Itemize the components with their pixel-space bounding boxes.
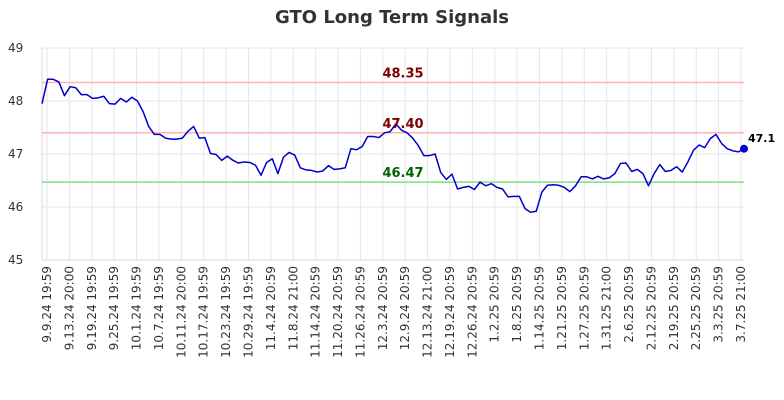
line-layer: [41, 78, 748, 214]
x-tick-label: 1.21.25 20:59: [555, 266, 569, 350]
x-tick-label: 11.20.24 20:59: [331, 266, 345, 358]
last-value-dot: [740, 144, 748, 153]
x-tick-label: 11.8.24 21:00: [286, 266, 300, 350]
x-tick-label: 2.19.25 20:59: [667, 266, 681, 350]
x-tick-label: 3.7.25 21:00: [734, 266, 748, 343]
x-tick-label: 10.7.24 19:59: [152, 266, 166, 350]
label-layer: 48.35 47.40 46.47 47.1: [382, 66, 775, 181]
grid-layer: [41, 47, 744, 261]
x-tick-label: 11.4.24 20:59: [264, 266, 278, 350]
x-tick-label: 2.12.25 20:59: [644, 266, 658, 350]
x-tick-label: 1.2.25 20:59: [488, 266, 502, 343]
y-tick-label: 49: [8, 41, 23, 55]
x-tick-label: 9.19.24 19:59: [85, 266, 99, 350]
chart-title: GTO Long Term Signals: [275, 7, 509, 28]
x-tick-label: 3.3.25 20:59: [712, 266, 726, 343]
x-tick-label: 10.11.24 20:00: [174, 266, 188, 358]
x-tick-label: 1.14.25 20:59: [533, 266, 547, 350]
level-layer: [42, 81, 744, 183]
signal-level-label: 47.40: [382, 117, 423, 132]
x-tick-label: 1.8.25 20:59: [510, 266, 524, 343]
x-tick-label: 12.13.24 21:00: [421, 266, 435, 358]
y-tick-label: 48: [8, 94, 23, 108]
signal-level-label: 46.47: [382, 166, 423, 181]
x-tick-label: 9.9.24 19:59: [40, 266, 54, 343]
x-tick-label: 12.3.24 20:59: [376, 266, 390, 350]
x-tick-label: 12.9.24 20:59: [398, 266, 412, 350]
axis-layer: 45 46 47 48 49 9.9.24 19:59 9.13.24 20:00 9.19.…: [8, 41, 748, 358]
x-tick-label: 1.31.25 21:00: [600, 266, 614, 350]
x-tick-label: 11.26.24 20:59: [353, 266, 367, 358]
x-tick-label: 9.25.24 19:59: [107, 266, 121, 350]
x-tick-label: 10.1.24 19:59: [130, 266, 144, 350]
y-tick-label: 46: [8, 200, 23, 214]
x-tick-label: 9.13.24 20:00: [62, 266, 76, 350]
y-tick-label: 45: [8, 253, 23, 267]
x-tick-label: 12.26.24 20:59: [465, 266, 479, 358]
x-tick-label: 2.6.25 20:59: [622, 266, 636, 343]
x-tick-label: 10.29.24 19:59: [241, 266, 255, 358]
last-value-label: 47.1: [748, 132, 775, 145]
x-tick-label: 10.17.24 19:59: [197, 266, 211, 358]
price-series-line: [41, 78, 745, 214]
signal-level-label: 48.35: [382, 66, 423, 81]
x-tick-label: 11.14.24 20:59: [309, 266, 323, 358]
x-tick-label: 12.19.24 20:59: [443, 266, 457, 358]
x-tick-label: 1.27.25 20:59: [577, 266, 591, 350]
y-tick-label: 47: [8, 147, 23, 161]
x-tick-label: 2.25.25 20:59: [689, 266, 703, 350]
x-tick-label: 10.23.24 19:59: [219, 266, 233, 358]
